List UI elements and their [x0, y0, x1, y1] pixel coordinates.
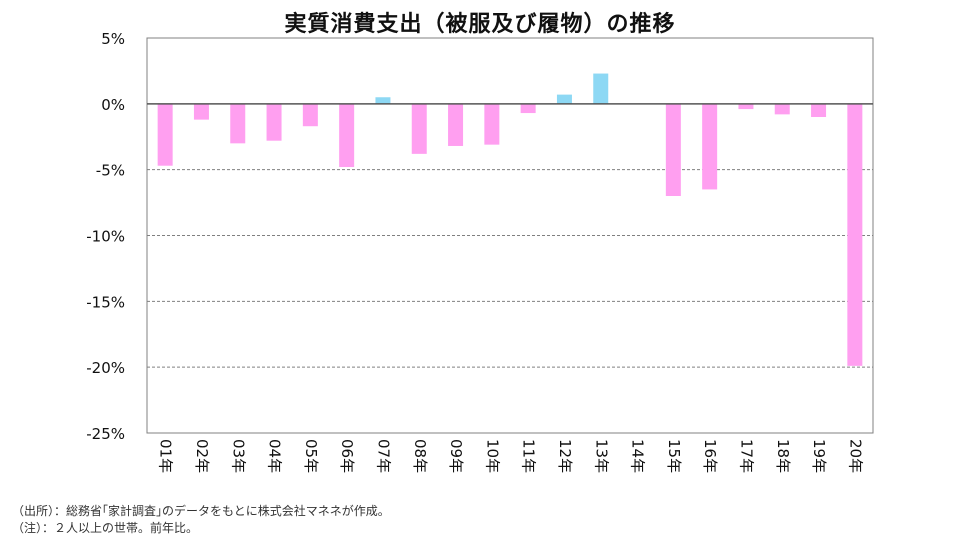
x-tick-label: 03年 — [229, 439, 247, 473]
bar — [411, 103, 427, 154]
y-tick-label: -25% — [86, 425, 125, 443]
chart-title: 実質消費支出（被服及び履物）の推移 — [284, 12, 676, 37]
y-tick-label: 5% — [101, 30, 125, 48]
bar — [193, 103, 209, 120]
bar — [702, 103, 718, 190]
bar — [738, 103, 754, 110]
x-tick-label: 10年 — [483, 439, 501, 473]
x-tick-label: 08年 — [411, 439, 429, 473]
x-tick-label: 20年 — [846, 439, 864, 473]
y-tick-label: 0% — [101, 96, 125, 114]
bar — [774, 103, 790, 115]
bar — [520, 103, 536, 114]
x-tick-label: 06年 — [338, 439, 356, 473]
x-tick-label: 16年 — [701, 439, 719, 473]
x-tick-label: 13年 — [592, 439, 610, 473]
x-tick-label: 18年 — [774, 439, 792, 473]
bar — [484, 103, 500, 145]
x-tick-label: 09年 — [447, 439, 465, 473]
bar — [556, 94, 572, 104]
bar — [665, 103, 681, 196]
x-tick-label: 05年 — [302, 439, 320, 473]
bar — [157, 103, 173, 166]
source-footnote: （出所）：総務省｢家計調査｣のデータをもとに株式会社マネネが作成。 — [12, 504, 390, 518]
y-tick-label: -10% — [86, 228, 125, 246]
bar — [593, 73, 609, 104]
bar — [266, 103, 282, 141]
x-tick-label: 12年 — [556, 439, 574, 473]
y-tick-label: -5% — [96, 162, 125, 180]
x-tick-label: 11年 — [520, 439, 538, 473]
bar — [302, 103, 318, 127]
bar — [847, 103, 863, 366]
y-tick-label: -20% — [86, 359, 125, 377]
bar — [448, 103, 464, 146]
x-tick-label: 01年 — [157, 439, 175, 473]
x-tick-label: 02年 — [193, 439, 211, 473]
note-footnote: （注）：２人以上の世帯。前年比。 — [12, 521, 199, 535]
bar — [339, 103, 355, 168]
x-tick-label: 04年 — [266, 439, 284, 473]
y-tick-label: -15% — [86, 293, 125, 311]
bar — [811, 103, 827, 117]
x-tick-label: 14年 — [629, 439, 647, 473]
x-tick-label: 19年 — [810, 439, 828, 473]
x-tick-label: 07年 — [374, 439, 392, 473]
x-tick-label: 15年 — [665, 439, 683, 473]
bar — [375, 97, 391, 104]
bar — [230, 103, 246, 144]
x-tick-label: 17年 — [737, 439, 755, 473]
